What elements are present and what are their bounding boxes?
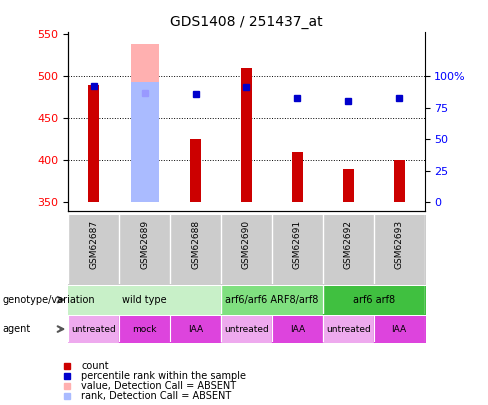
Text: GSM62688: GSM62688 [191, 220, 200, 269]
Text: GSM62689: GSM62689 [140, 220, 149, 269]
Text: GSM62687: GSM62687 [89, 220, 98, 269]
Text: IAA: IAA [290, 324, 305, 334]
Bar [241, 68, 252, 202]
Text: untreated: untreated [326, 324, 370, 334]
Bar [190, 139, 201, 202]
Text: genotype/variation: genotype/variation [2, 295, 95, 305]
Text: untreated: untreated [71, 324, 116, 334]
Text: GSM62692: GSM62692 [344, 220, 353, 269]
Text: percentile rank within the sample: percentile rank within the sample [81, 371, 246, 381]
Text: GSM62691: GSM62691 [293, 220, 302, 269]
Text: count: count [81, 360, 109, 371]
Text: IAA: IAA [188, 324, 203, 334]
Text: agent: agent [2, 324, 31, 334]
Text: untreated: untreated [224, 324, 269, 334]
Bar [131, 82, 159, 202]
Bar [343, 168, 354, 202]
Text: GSM62693: GSM62693 [395, 220, 404, 269]
Text: value, Detection Call = ABSENT: value, Detection Call = ABSENT [81, 381, 237, 391]
Text: wild type: wild type [122, 295, 167, 305]
Bar [131, 44, 159, 202]
Bar [88, 85, 100, 202]
Bar [292, 152, 303, 202]
Title: GDS1408 / 251437_at: GDS1408 / 251437_at [170, 15, 323, 29]
Text: IAA: IAA [391, 324, 407, 334]
Text: arf6 arf8: arf6 arf8 [353, 295, 395, 305]
Text: mock: mock [132, 324, 157, 334]
Text: arf6/arf6 ARF8/arf8: arf6/arf6 ARF8/arf8 [225, 295, 319, 305]
Bar [393, 160, 405, 202]
Text: rank, Detection Call = ABSENT: rank, Detection Call = ABSENT [81, 391, 232, 401]
Text: GSM62690: GSM62690 [242, 220, 251, 269]
